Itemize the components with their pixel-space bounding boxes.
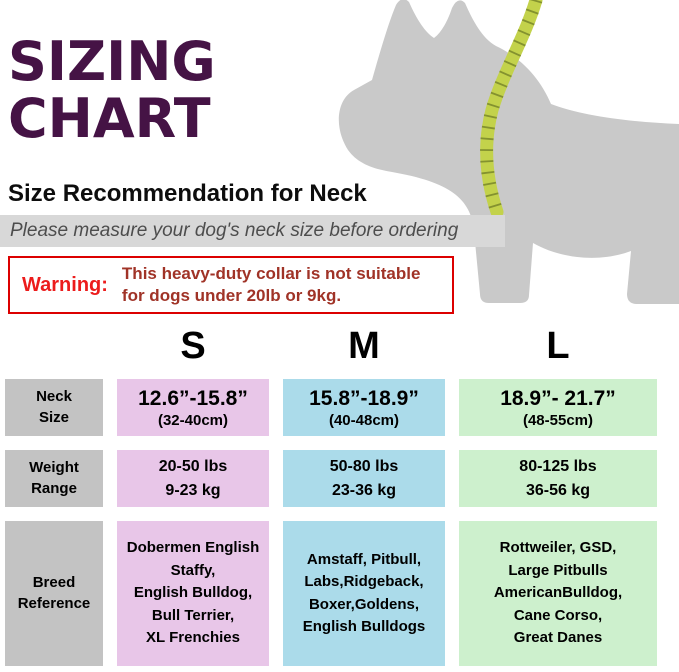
header-spacer xyxy=(5,325,103,365)
neck-cm-s: (32-40cm) xyxy=(157,411,229,429)
dog-silhouette-graphic xyxy=(338,0,679,304)
breed-list-m: Amstaff, Pitbull, Labs,Ridgeback, Boxer,… xyxy=(302,550,426,636)
neck-range-m: 15.8”-18.9” xyxy=(309,386,419,410)
dog-body-silhouette xyxy=(338,0,679,304)
warning-message: This heavy-duty collar is not suitable f… xyxy=(121,263,421,305)
neck-cm-l: (48-55cm) xyxy=(522,411,594,429)
neck-range-l: 18.9”- 21.7” xyxy=(500,386,616,410)
breed-list-l: Rottweiler, GSD, Large Pitbulls American… xyxy=(493,539,623,647)
weight-value-m: 50-80 lbs 23-36 kg xyxy=(329,458,399,499)
cell-weight-m: 50-80 lbs 23-36 kg xyxy=(283,450,445,507)
warning-box: Warning: This heavy-duty collar is not s… xyxy=(8,256,454,314)
cell-neck-s: 12.6”-15.8” (32-40cm) xyxy=(117,379,269,436)
cell-weight-s: 20-50 lbs 9-23 kg xyxy=(117,450,269,507)
size-header-l: L xyxy=(546,325,570,367)
cell-neck-l: 18.9”- 21.7” (48-55cm) xyxy=(459,379,657,436)
instruction-bar: Please measure your dog's neck size befo… xyxy=(0,215,505,247)
neck-range-s: 12.6”-15.8” xyxy=(138,386,248,410)
warning-label: Warning: xyxy=(22,273,108,296)
measuring-tape-ticks xyxy=(480,0,543,215)
cell-breed-l: Rottweiler, GSD, Large Pitbulls American… xyxy=(459,521,657,666)
row-label-neck-size: Neck Size xyxy=(5,379,103,436)
size-header-m: M xyxy=(348,325,380,367)
size-header-s: S xyxy=(180,325,206,367)
weight-value-s: 20-50 lbs 9-23 kg xyxy=(158,458,228,499)
cell-weight-l: 80-125 lbs 36-56 kg xyxy=(459,450,657,507)
cell-breed-m: Amstaff, Pitbull, Labs,Ridgeback, Boxer,… xyxy=(283,521,445,666)
row-label-breed-reference: Breed Reference xyxy=(5,521,103,666)
sizing-table: S M L Neck Size 12.6”-15.8” (32-40cm) 15… xyxy=(5,325,657,666)
neck-recommendation-heading: Size Recommendation for Neck xyxy=(8,180,367,207)
breed-list-s: Dobermen English Staffy, English Bulldog… xyxy=(126,539,260,647)
cell-neck-m: 15.8”-18.9” (40-48cm) xyxy=(283,379,445,436)
neck-cm-m: (40-48cm) xyxy=(328,411,400,429)
row-label-weight-range: Weight Range xyxy=(5,450,103,507)
page-title: SIZING CHART xyxy=(8,30,216,150)
weight-value-l: 80-125 lbs 36-56 kg xyxy=(519,458,597,499)
measure-instruction: Please measure your dog's neck size befo… xyxy=(10,220,459,241)
cell-breed-s: Dobermen English Staffy, English Bulldog… xyxy=(117,521,269,666)
